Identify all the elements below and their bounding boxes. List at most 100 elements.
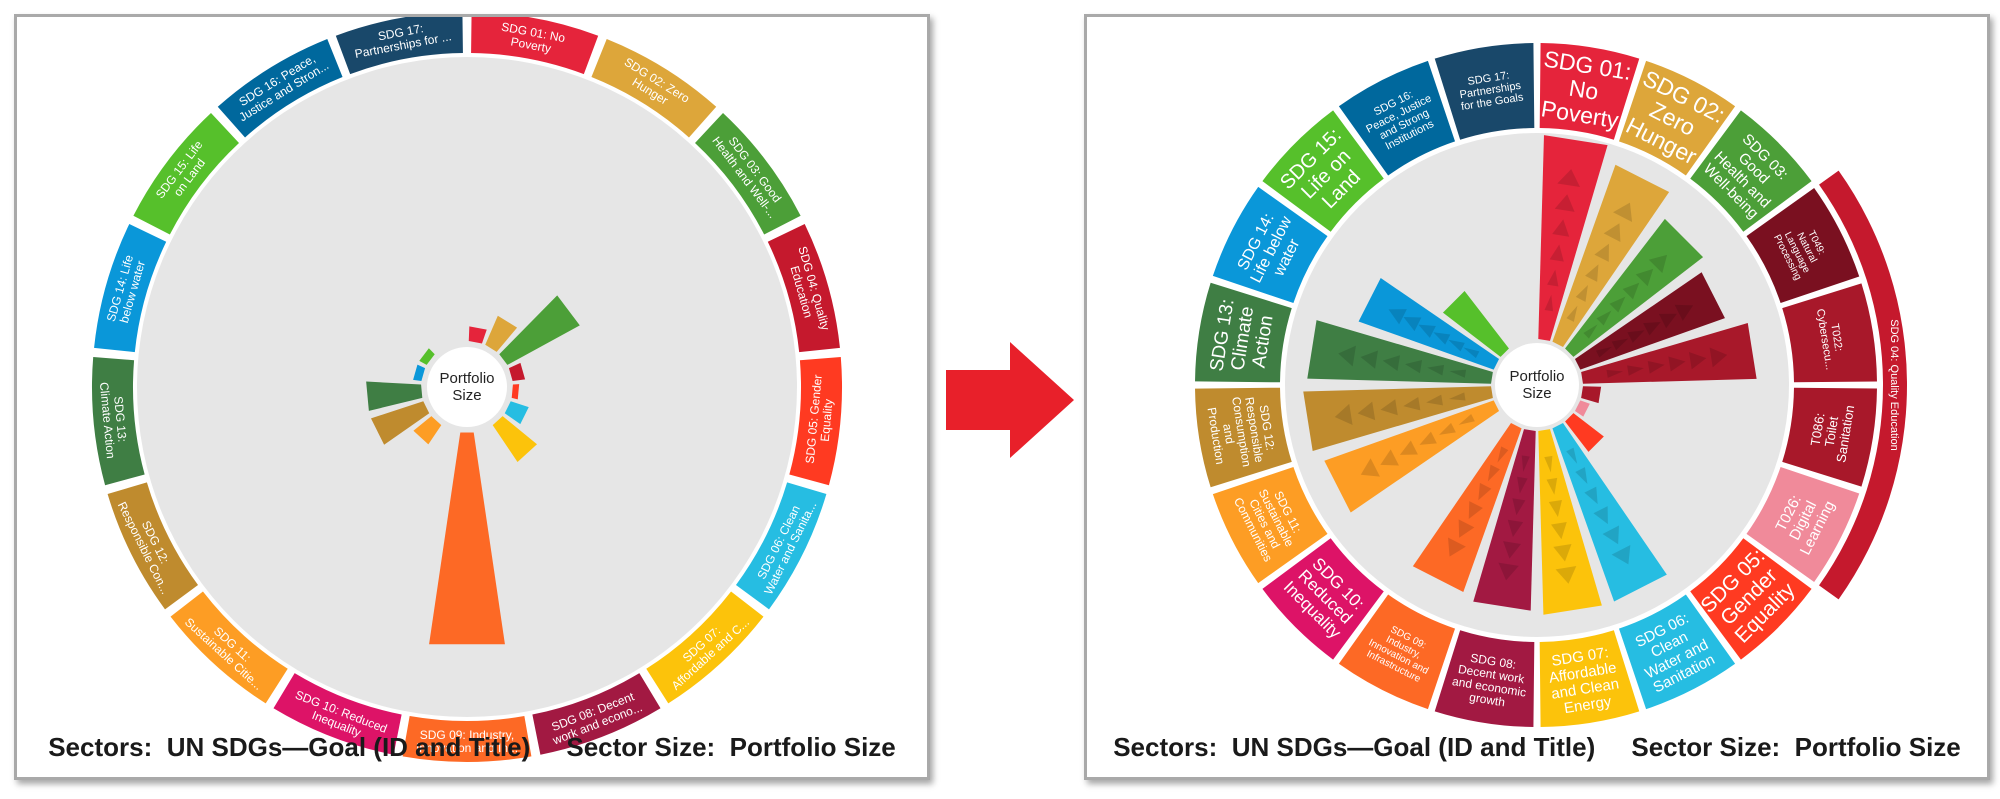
wedge-pattern-mark — [1566, 447, 1578, 464]
wedge-8[interactable] — [1565, 413, 1604, 452]
wedge-pattern-mark — [1507, 519, 1524, 537]
outer-segment-sdg-15[interactable] — [133, 112, 239, 235]
wedge-sdg-6[interactable] — [504, 401, 529, 425]
outer-segment-sdg-16[interactable] — [217, 39, 343, 138]
wedge-pattern-mark — [1405, 360, 1423, 374]
wedge-sdg-4[interactable] — [508, 362, 526, 382]
wedge-sdg-5[interactable] — [511, 384, 520, 400]
wedge-pattern-mark — [1418, 324, 1436, 338]
outer-segment-1[interactable] — [1539, 43, 1640, 140]
wedge-1[interactable] — [1538, 135, 1608, 341]
outer-segment-sdg-14[interactable] — [94, 223, 167, 353]
outer-segment-3[interactable] — [1690, 110, 1812, 232]
segment-label-line: Innovation and In... — [416, 741, 518, 755]
outer-band-sdg-04[interactable] — [1819, 170, 1907, 600]
wedge-9[interactable] — [1552, 422, 1667, 602]
outer-segment-8[interactable] — [1690, 538, 1812, 660]
wedge-5[interactable] — [1581, 322, 1757, 384]
outer-segment-7[interactable] — [1746, 466, 1860, 582]
outer-segment-6[interactable] — [1782, 387, 1877, 487]
wedge-14[interactable] — [1324, 400, 1500, 513]
wedge-pattern-mark — [1668, 356, 1686, 372]
segment-label-10: SDG 07:Affordableand CleanEnergy — [1545, 643, 1623, 718]
wedge-pattern-mark — [1547, 269, 1559, 287]
wedge-sdg-2[interactable] — [485, 315, 518, 352]
left-caption: Sectors: UN SDGs—Goal (ID and Title) Sec… — [48, 732, 896, 762]
outer-segment-11[interactable] — [1434, 630, 1535, 727]
outer-segment-13[interactable] — [1262, 538, 1384, 660]
wedge-pattern-mark — [1674, 304, 1694, 321]
outer-segment-sdg-6[interactable] — [735, 482, 827, 610]
wedge-sdg-12[interactable] — [370, 401, 430, 445]
outer-segment-sdg-9[interactable] — [402, 716, 532, 762]
outer-segment-sdg-3[interactable] — [695, 112, 801, 235]
outer-segment-18[interactable] — [1262, 110, 1384, 232]
wedge-pattern-mark — [1399, 440, 1418, 455]
wedge-12[interactable] — [1412, 422, 1522, 592]
outer-segment-2[interactable] — [1618, 60, 1736, 176]
wedge-pattern-mark — [1566, 305, 1578, 322]
wedge-18[interactable] — [1442, 290, 1509, 357]
wedge-2[interactable] — [1552, 164, 1670, 348]
wedge-3[interactable] — [1565, 218, 1704, 357]
wedge-11[interactable] — [1473, 429, 1536, 611]
outer-segment-sdg-13[interactable] — [91, 356, 145, 486]
outer-segment-16[interactable] — [1195, 282, 1292, 383]
segment-label-sdg-5: SDG 05: GenderEquality — [803, 374, 838, 465]
wedge-sdg-3[interactable] — [499, 295, 580, 365]
outer-segment-15[interactable] — [1195, 387, 1292, 488]
outer-segment-20[interactable] — [1434, 43, 1535, 140]
center-label-line: Size — [452, 387, 481, 404]
outer-segment-sdg-5[interactable] — [789, 356, 842, 486]
outer-segment-10[interactable] — [1539, 630, 1640, 727]
segment-label-line: growth — [1468, 690, 1506, 709]
wedge-pattern-mark — [1647, 360, 1665, 374]
wedge-sdg-15[interactable] — [419, 348, 435, 365]
wedge-pattern-mark — [1380, 399, 1398, 416]
wedge-6[interactable] — [1581, 386, 1602, 404]
wedge-pattern-mark — [1487, 464, 1500, 482]
segment-label-line: Toilet — [1822, 415, 1842, 448]
outer-segment-sdg-11[interactable] — [170, 591, 288, 704]
wedge-pattern-mark — [1627, 365, 1644, 376]
wedge-sdg-13[interactable] — [366, 381, 423, 411]
outer-segment-sdg-8[interactable] — [532, 673, 661, 755]
wedge-sdg-7[interactable] — [492, 416, 537, 462]
outer-segment-sdg-4[interactable] — [767, 223, 840, 353]
wedge-17[interactable] — [1358, 277, 1500, 370]
wedge-pattern-mark — [1544, 294, 1554, 312]
outer-segment-9[interactable] — [1618, 594, 1736, 710]
wedge-sdg-1[interactable] — [468, 326, 487, 344]
center-label: Portfolio Size — [1509, 368, 1564, 402]
outer-segment-sdg-10[interactable] — [273, 673, 402, 755]
outer-segment-14[interactable] — [1212, 466, 1328, 584]
outer-segment-sdg-7[interactable] — [646, 591, 764, 704]
outer-segment-5[interactable] — [1782, 283, 1877, 383]
wedge-15[interactable] — [1303, 386, 1493, 452]
segment-label-sdg-9: SDG 09: Industry, Innovation and In... — [416, 728, 518, 755]
wedge-sdg-9[interactable] — [429, 432, 505, 645]
wedge-pattern-mark — [1448, 392, 1466, 401]
segment-label-16: SDG 13:ClimateAction — [1206, 298, 1279, 380]
outer-segment-19[interactable] — [1338, 60, 1456, 176]
wedge-4[interactable] — [1574, 272, 1725, 370]
outer-segment-4[interactable] — [1746, 188, 1860, 304]
wedge-pattern-mark — [1596, 310, 1612, 326]
wedge-pattern-mark — [1468, 501, 1483, 520]
wedge-pattern-mark — [1602, 525, 1619, 545]
wedge-sdg-14[interactable] — [413, 364, 426, 382]
wedge-7[interactable] — [1574, 400, 1590, 417]
outer-segment-sdg-2[interactable] — [591, 39, 717, 138]
wedge-pattern-mark — [1622, 282, 1640, 300]
wedge-10[interactable] — [1538, 429, 1602, 615]
outer-segment-sdg-17[interactable] — [335, 17, 463, 75]
wedge-16[interactable] — [1307, 320, 1493, 384]
outer-segment-sdg-12[interactable] — [107, 482, 199, 610]
wedge-pattern-mark — [1603, 223, 1621, 242]
wedge-sdg-11[interactable] — [413, 416, 442, 445]
outer-band-label: SDG 04: Quality Education — [1888, 319, 1900, 450]
wedge-pattern-mark — [1419, 431, 1437, 445]
outer-segment-17[interactable] — [1212, 186, 1328, 304]
outer-segment-sdg-1[interactable] — [471, 17, 599, 75]
outer-segment-12[interactable] — [1338, 594, 1456, 710]
